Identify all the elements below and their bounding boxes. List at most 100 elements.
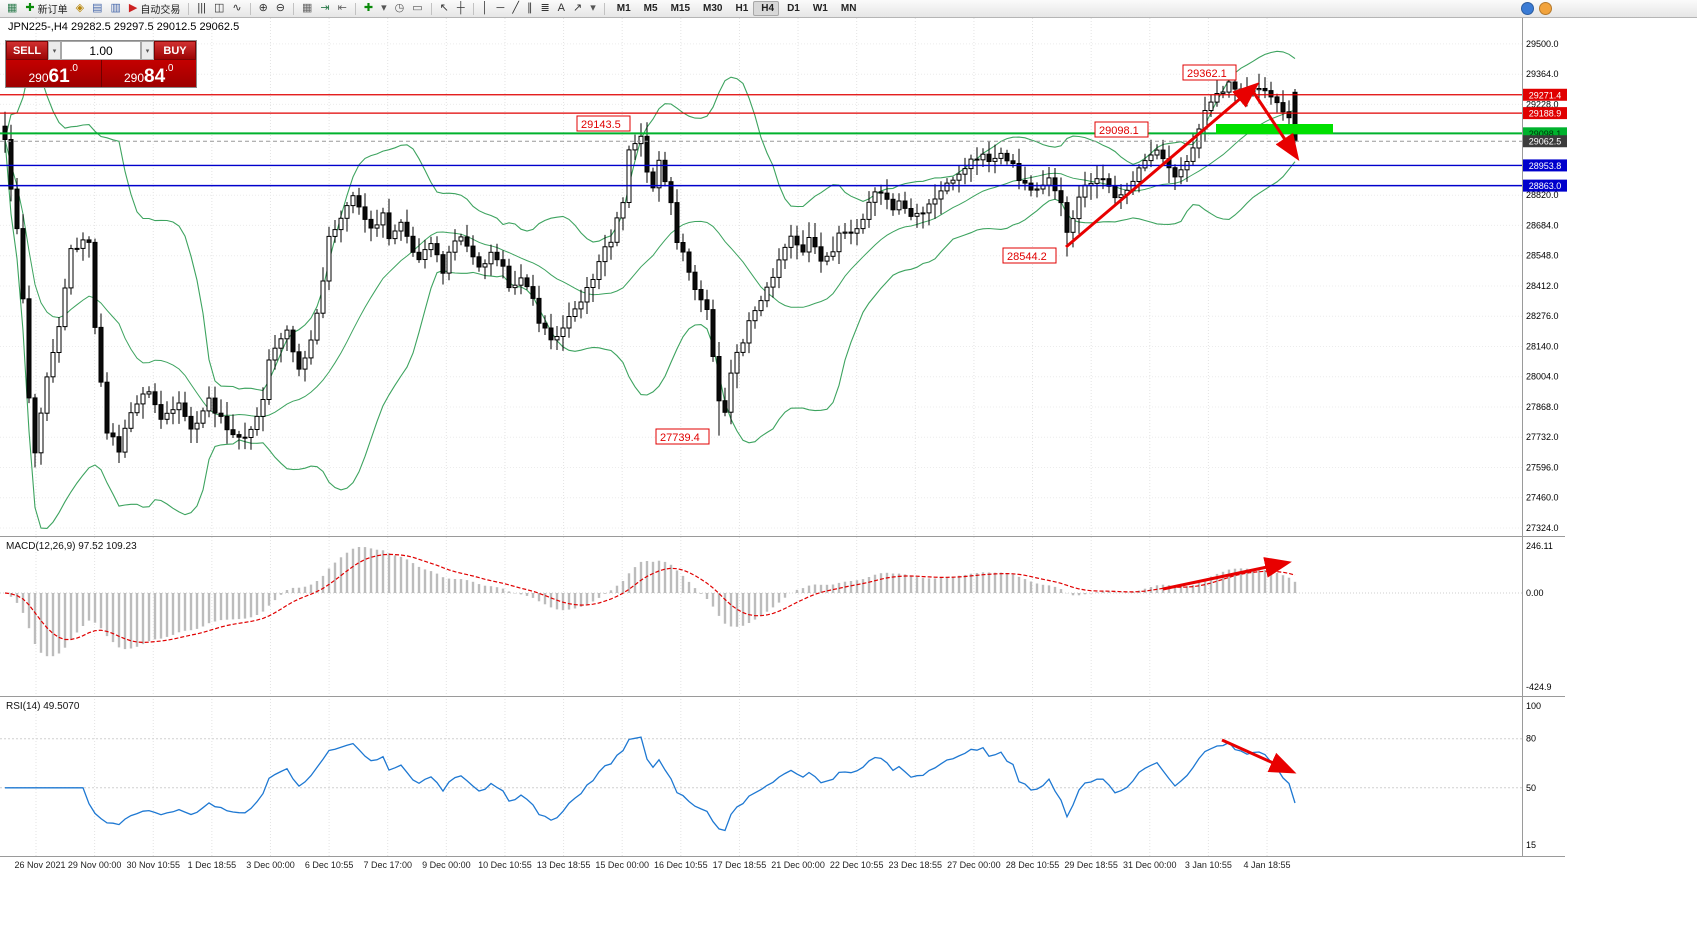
price-panel	[2, 50, 1298, 529]
tile-windows-button[interactable]: ▦	[298, 1, 316, 16]
candlestick-chart-button[interactable]: ◫	[210, 1, 228, 16]
time-axis-label: 29 Dec 18:55	[1064, 860, 1118, 870]
new-chart-button[interactable]: ▦	[3, 1, 21, 16]
time-axis-label: 16 Dec 10:55	[654, 860, 708, 870]
hline-price-tag	[1523, 107, 1567, 120]
line-chart-button-icon: ∿	[232, 2, 242, 14]
toolbar-separator	[188, 2, 190, 15]
bar-chart-button-icon: |||	[197, 2, 206, 14]
buy-price-digits-s: .0	[165, 63, 174, 74]
indicators-dropdown[interactable]: ▾	[377, 1, 391, 16]
profiles-button-icon: ◈	[75, 2, 85, 14]
time-axis-label: 13 Dec 18:55	[537, 860, 591, 870]
new-order-button-label: 新订单	[37, 5, 68, 16]
price-callout-label: 27739.4	[660, 432, 700, 444]
timeframe-d1[interactable]: D1	[779, 1, 805, 16]
periods-button[interactable]: ◷	[391, 1, 409, 16]
sell-options-dropdown-icon[interactable]: ▾	[48, 41, 61, 60]
zoom-in-button[interactable]: ⊕	[255, 1, 272, 16]
cursor-button[interactable]: ↖	[436, 1, 453, 16]
arrows-button[interactable]: ↗	[569, 1, 586, 16]
trend-arrow[interactable]	[1250, 89, 1300, 161]
profiles-button[interactable]: ◈	[72, 1, 88, 16]
toolbar-separator	[249, 2, 251, 15]
zoom-out-button[interactable]: ⊖	[272, 1, 289, 16]
rsi-panel	[0, 736, 1522, 832]
timeframe-mn[interactable]: MN	[833, 1, 862, 16]
market-watch-button[interactable]: ▤	[88, 1, 106, 16]
crosshair-button[interactable]: ┼	[453, 1, 469, 16]
buy-price-digits-m: 84	[144, 65, 166, 87]
timeframe-m30[interactable]: M30	[695, 1, 727, 16]
price-axis-label: 28276.0	[1526, 311, 1559, 321]
sell-price[interactable]: 290 61.0	[6, 60, 102, 87]
trendline-button[interactable]: ╱	[508, 1, 523, 16]
data-window-button-icon: ▥	[110, 2, 121, 14]
time-axis-label: 10 Dec 10:55	[478, 860, 532, 870]
bid-price-tag-label: 29062.5	[1529, 137, 1562, 147]
trend-arrow[interactable]	[1162, 557, 1292, 591]
timeframe-h1[interactable]: H1	[727, 1, 753, 16]
price-callout[interactable]	[576, 115, 631, 132]
help-icon[interactable]	[1521, 2, 1534, 15]
price-axis-label: 27868.0	[1526, 402, 1559, 412]
price-callout[interactable]	[655, 428, 710, 445]
fibonacci-button[interactable]: ≣	[536, 1, 553, 16]
buy-price[interactable]: 290 84.0	[102, 60, 197, 87]
bid-price-tag	[1523, 135, 1567, 148]
community-icon[interactable]	[1539, 2, 1552, 15]
timeframe-mn-label: MN	[840, 3, 857, 14]
cursor-button-icon: ↖	[439, 2, 449, 14]
templates-button[interactable]: ▭	[408, 1, 426, 16]
symbol-ohlc-label: JPN225-,H4 29282.5 29297.5 29012.5 29062…	[8, 21, 239, 33]
auto-scroll-button[interactable]: ⇥	[316, 1, 333, 16]
timeframe-d1-label: D1	[787, 3, 800, 14]
price-callout[interactable]	[1002, 247, 1057, 264]
trend-arrow[interactable]	[1221, 738, 1297, 774]
trend-arrow[interactable]	[1065, 82, 1260, 249]
volume-input[interactable]	[61, 41, 141, 60]
bar-chart-button[interactable]: |||	[193, 1, 210, 16]
new-chart-button-icon: ▦	[7, 2, 18, 14]
macd-signal-line	[4, 553, 1296, 644]
sell-price-digits-m: 61	[48, 65, 70, 87]
objects-dropdown[interactable]: ▾	[586, 1, 600, 16]
vertical-line-button[interactable]: │	[478, 1, 493, 16]
timeframe-h1-label: H1	[735, 3, 749, 14]
bollinger-middle-band	[4, 109, 1296, 418]
sell-button[interactable]: SELL	[6, 41, 48, 60]
auto-scroll-button-icon: ⇥	[320, 2, 330, 14]
buy-button[interactable]: BUY	[154, 41, 196, 60]
candlestick-chart-button-icon: ◫	[213, 2, 225, 14]
sell-price-digits-h: 290	[28, 70, 49, 85]
chart-shift-button[interactable]: ⇤	[334, 1, 351, 16]
data-window-button[interactable]: ▥	[107, 1, 125, 16]
line-chart-button[interactable]: ∿	[228, 1, 245, 16]
timeframe-m5[interactable]: M5	[636, 1, 663, 16]
sell-price-digits-s: .0	[69, 63, 78, 74]
timeframe-w1-label: W1	[812, 3, 828, 14]
auto-trading-button[interactable]: ▶ 自动交易	[125, 1, 184, 17]
rsi-axis-label: 15	[1526, 840, 1536, 850]
volume-dropdown-icon[interactable]: ▾	[141, 41, 154, 60]
price-callout[interactable]	[1094, 121, 1149, 138]
new-order-button-icon: ✚	[25, 2, 35, 14]
hline-price-tag-label: 29098.1	[1529, 129, 1562, 139]
highlight-rectangle[interactable]	[1216, 124, 1333, 134]
timeframe-m1[interactable]: M1	[609, 1, 636, 16]
hline-price-tag-label: 29188.9	[1529, 109, 1562, 119]
timeframe-w1[interactable]: W1	[805, 1, 833, 16]
timeframe-h4[interactable]: H4	[753, 1, 780, 16]
indicators-button[interactable]: ✚	[360, 1, 377, 16]
new-order-button[interactable]: ✚ 新订单	[21, 1, 71, 17]
text-button[interactable]: A	[554, 1, 569, 16]
price-callout[interactable]	[1182, 64, 1237, 81]
horizontal-line-button[interactable]: ─	[493, 1, 509, 16]
time-axis-label: 31 Dec 00:00	[1123, 860, 1177, 870]
rsi-axis-label: 100	[1526, 701, 1541, 711]
channel-button[interactable]: ∥	[523, 1, 537, 16]
timeframe-m15[interactable]: M15	[663, 1, 695, 16]
tile-windows-button-icon: ▦	[302, 2, 313, 14]
price-axis-label: 28140.0	[1526, 341, 1559, 351]
